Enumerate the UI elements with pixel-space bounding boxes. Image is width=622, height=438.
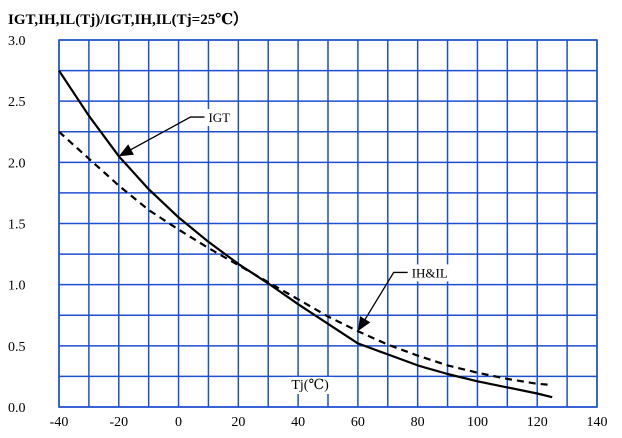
y-tick-label: 1.5 [8,218,26,233]
annotation-label-background [205,109,234,127]
series-lines [58,69,553,399]
y-tick-label: 0.0 [8,401,26,416]
y-tick-label: 2.0 [8,156,26,171]
x-axis-label-background [287,377,334,394]
x-axis-tick-labels: -40 -20 0 20 40 60 80 100 120 140 [50,415,608,430]
annotation-leader-line [357,271,408,332]
series-line-ih-il [58,130,553,387]
annotation-label-background [408,264,451,282]
annotation-leader-line [118,116,205,157]
y-tick-label: 1.0 [8,279,26,294]
plot-frame [58,39,598,408]
grid [58,39,598,408]
chart-title: IGT,IH,IL(Tj)/IGT,IH,IL(Tj=25℃） [8,10,248,28]
y-tick-label: 3.0 [8,34,26,49]
x-tick-label: 80 [411,415,425,430]
x-tick-label: 100 [467,415,488,430]
x-tick-label: 40 [291,415,305,430]
annotation-label: IGT [208,110,230,125]
x-tick-label: -40 [50,415,69,430]
x-tick-label: 20 [231,415,245,430]
annotations: IGT IH&IL [118,109,451,332]
x-tick-label: 120 [527,415,548,430]
x-axis-label: Tj(℃) [291,378,329,393]
x-tick-label: -20 [109,415,128,430]
x-tick-label: 0 [175,415,182,430]
x-tick-label: 140 [587,415,608,430]
annotation-arrowhead [118,144,134,157]
x-tick-label: 60 [351,415,365,430]
annotation-arrowhead [357,316,371,332]
y-tick-label: 0.5 [8,340,26,355]
annotation-label: IH&IL [412,265,448,280]
y-tick-label: 2.5 [8,95,26,110]
y-axis-tick-labels: 0.0 0.5 1.0 1.5 2.0 2.5 3.0 [8,34,26,416]
series-line-igt [58,69,553,399]
